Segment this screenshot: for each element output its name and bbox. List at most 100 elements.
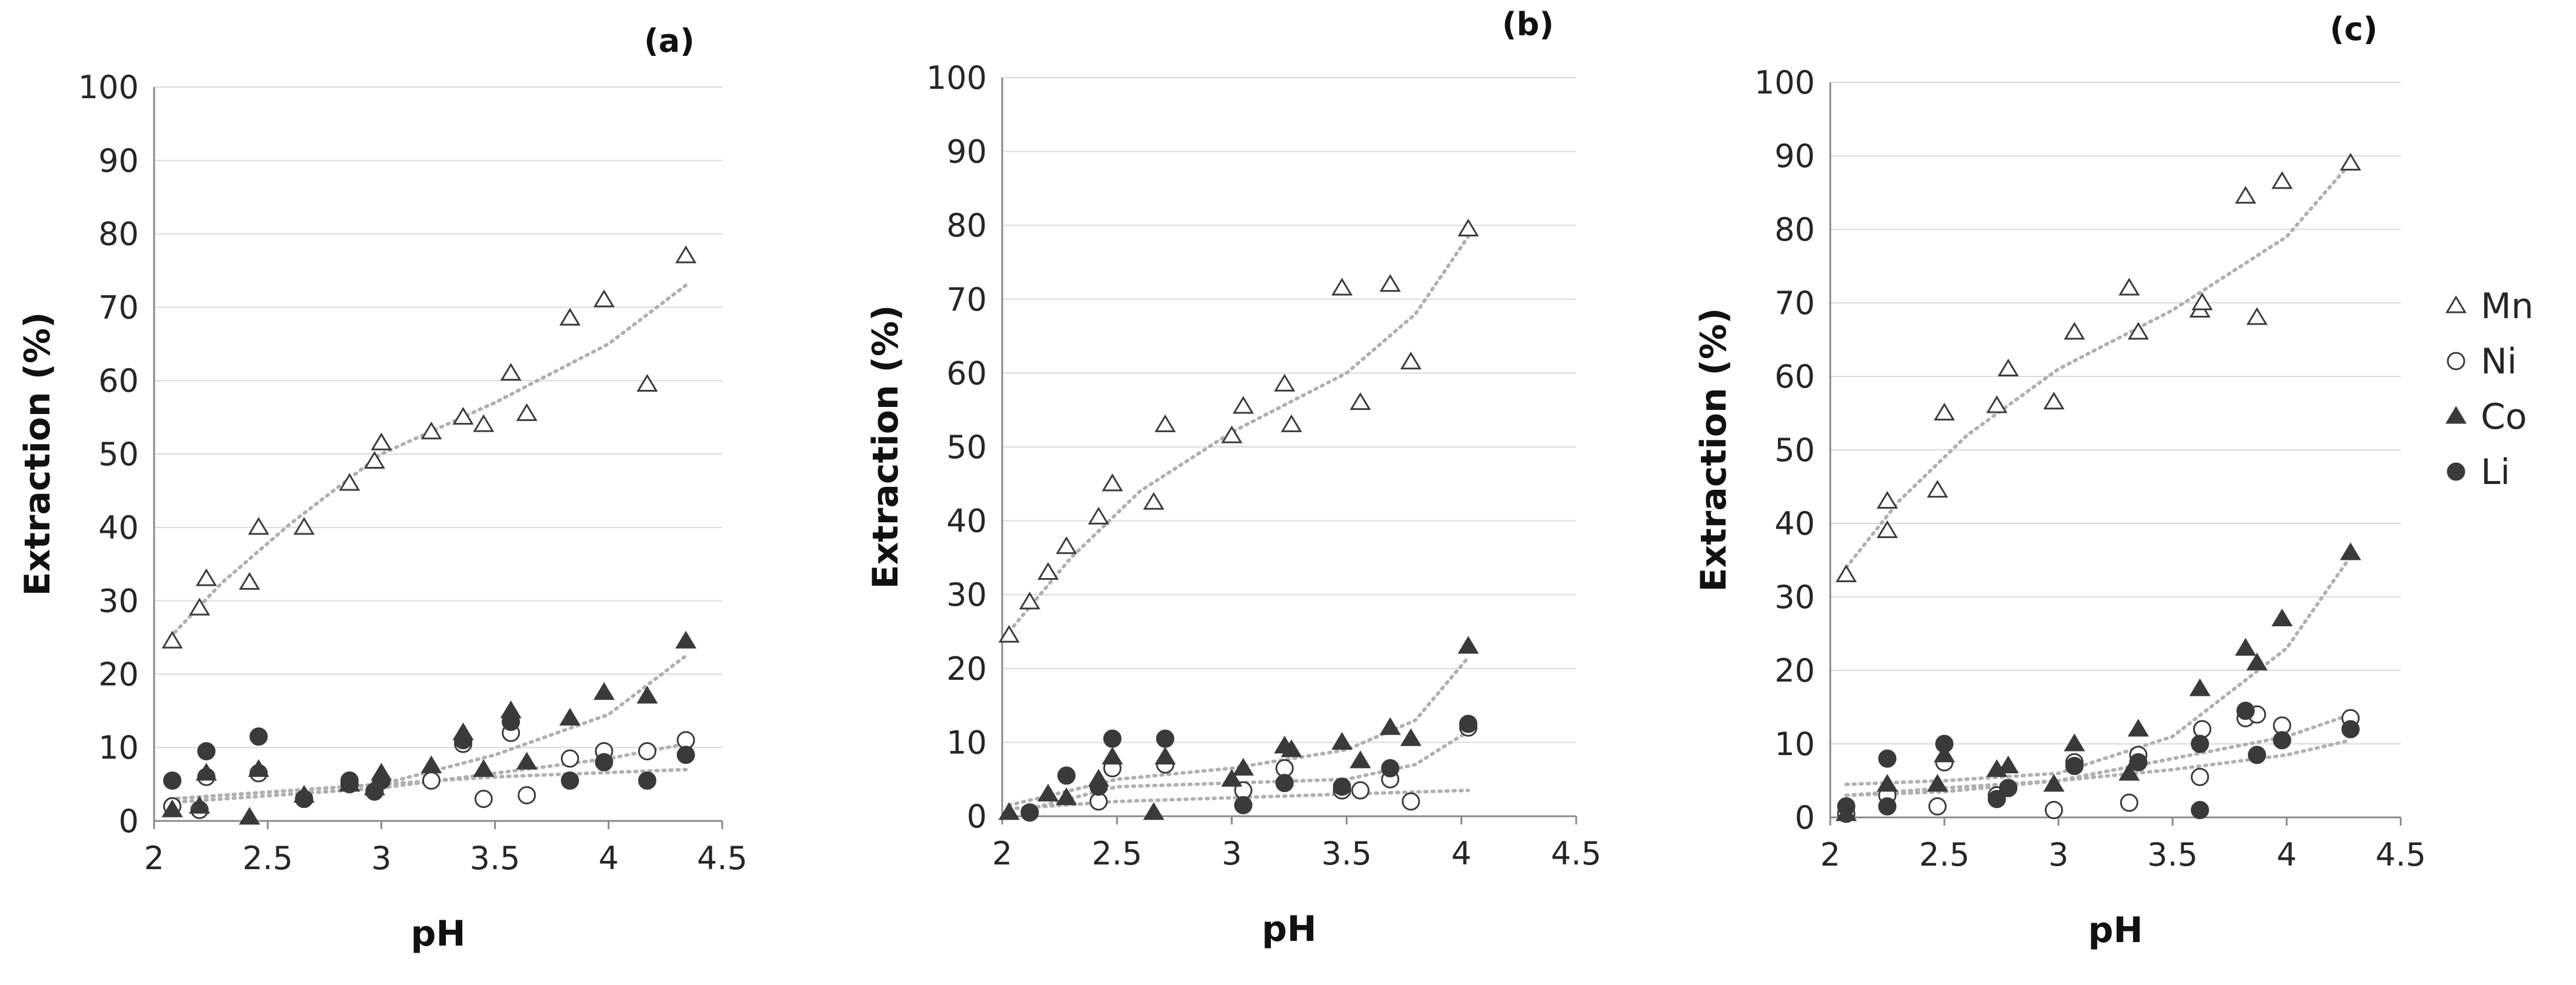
data-point-co bbox=[1876, 774, 1898, 792]
x-tick-label: 3 bbox=[1222, 835, 1242, 872]
data-point-li bbox=[1089, 777, 1108, 796]
x-tick-label: 2 bbox=[992, 835, 1012, 872]
x-tick-label: 4 bbox=[2277, 836, 2297, 873]
y-tick-label: 50 bbox=[1774, 432, 1815, 469]
data-point-co bbox=[2189, 678, 2211, 696]
y-tick-label: 0 bbox=[967, 798, 987, 835]
y-tick-label: 30 bbox=[1774, 579, 1815, 616]
data-point-li bbox=[2191, 801, 2210, 819]
data-point-mn bbox=[500, 363, 522, 381]
data-point-ni bbox=[2120, 793, 2138, 812]
data-point-co bbox=[998, 802, 1020, 820]
y-tick-label: 20 bbox=[98, 656, 139, 693]
y-tick-label: 90 bbox=[946, 133, 987, 171]
data-point-li bbox=[1156, 729, 1174, 748]
data-point-co bbox=[1997, 755, 2019, 774]
chart-panel-2: 0 10 20 30 40 50 60 70 80 90 100 2 2.5 3 3.5 4 4.5 pH Extr… bbox=[865, 6, 1601, 950]
data-point-mn bbox=[1400, 351, 1422, 370]
data-point-mn bbox=[2235, 186, 2257, 204]
chart-panel-3: 0 10 20 30 40 50 60 70 80 90 100 2 2.5 3 3.5 4 4.5 pH Extr… bbox=[1693, 11, 2426, 951]
x-tick-label: 2 bbox=[144, 840, 164, 877]
y-tick-label: 70 bbox=[946, 281, 987, 318]
trendline-mn bbox=[1007, 235, 1470, 633]
data-point-li bbox=[676, 746, 695, 764]
y-axis-title: Extraction (%) bbox=[17, 312, 58, 596]
data-point-mn bbox=[1037, 562, 1059, 580]
legend-marker-mn bbox=[2445, 295, 2467, 313]
data-point-ni bbox=[422, 771, 441, 790]
x-tick-label: 3 bbox=[2048, 836, 2068, 873]
trendline-ni bbox=[1007, 789, 1470, 811]
data-point-li bbox=[1935, 734, 1954, 753]
data-point-co bbox=[1927, 774, 1948, 792]
data-point-mn bbox=[2043, 392, 2065, 410]
data-point-li bbox=[2191, 734, 2210, 753]
y-axis-title: Extraction (%) bbox=[1693, 308, 1734, 592]
data-point-ni bbox=[1402, 792, 1420, 811]
legend-marker-ni bbox=[2447, 352, 2465, 370]
data-point-mn bbox=[1056, 536, 1077, 555]
x-tick-label: 3.5 bbox=[1322, 835, 1372, 872]
y-tick-label: 40 bbox=[946, 503, 987, 540]
data-point-ni bbox=[1351, 781, 1370, 800]
y-tick-label: 60 bbox=[1774, 358, 1815, 395]
trendline-li bbox=[1844, 738, 2353, 797]
data-point-co bbox=[1400, 728, 1422, 746]
data-point-li bbox=[2065, 757, 2084, 775]
data-point-co bbox=[1933, 744, 1956, 763]
data-point-co bbox=[195, 763, 217, 781]
data-point-co bbox=[2064, 733, 2086, 752]
y-tick-label: 10 bbox=[946, 724, 987, 761]
data-point-li bbox=[454, 731, 473, 750]
data-point-mn bbox=[1997, 358, 2019, 377]
data-point-mn bbox=[293, 517, 315, 535]
data-point-ni bbox=[638, 742, 656, 760]
panel-label: (b) bbox=[1502, 6, 1554, 43]
y-tick-label: 100 bbox=[1754, 64, 1815, 101]
data-point-li bbox=[1459, 714, 1478, 733]
data-point-li bbox=[1837, 797, 1856, 816]
data-point-ni bbox=[1928, 797, 1947, 816]
data-point-li bbox=[1987, 790, 2006, 809]
x-tick-label: 2.5 bbox=[1919, 836, 1970, 873]
data-point-mn bbox=[1154, 414, 1176, 432]
x-tick-label: 4 bbox=[599, 840, 619, 877]
y-tick-label: 70 bbox=[1774, 285, 1815, 322]
data-point-li bbox=[1878, 797, 1897, 816]
panel-label: (c) bbox=[2330, 11, 2377, 48]
data-point-mn bbox=[1102, 473, 1123, 492]
y-tick-label: 80 bbox=[1774, 211, 1815, 248]
data-point-co bbox=[593, 682, 615, 700]
data-point-mn bbox=[239, 572, 261, 590]
data-point-li bbox=[1057, 766, 1076, 785]
data-point-mn bbox=[593, 289, 615, 308]
data-point-mn bbox=[2271, 171, 2293, 189]
y-tick-label: 30 bbox=[946, 576, 987, 613]
data-point-co bbox=[1349, 750, 1372, 769]
y-tick-label: 60 bbox=[946, 355, 987, 392]
data-point-mn bbox=[195, 568, 217, 586]
x-axis-title: pH bbox=[2088, 910, 2143, 951]
x-tick-label: 4.5 bbox=[2375, 836, 2426, 873]
data-point-li bbox=[163, 771, 182, 790]
data-point-co bbox=[675, 630, 697, 649]
data-point-li bbox=[1275, 773, 1294, 792]
data-point-co bbox=[1280, 739, 1302, 757]
data-point-li bbox=[1381, 759, 1400, 777]
data-point-mn bbox=[675, 245, 697, 263]
data-point-co bbox=[636, 686, 658, 704]
data-point-ni bbox=[2193, 720, 2211, 739]
trendline-ni bbox=[168, 742, 688, 804]
data-point-co bbox=[1056, 787, 1077, 806]
data-point-co bbox=[1154, 746, 1176, 765]
data-point-co bbox=[1331, 732, 1353, 750]
y-tick-label: 70 bbox=[98, 289, 139, 326]
data-point-li bbox=[1234, 796, 1253, 814]
data-point-co bbox=[1102, 746, 1123, 765]
y-tick-label: 100 bbox=[926, 59, 987, 96]
data-point-mn bbox=[1280, 414, 1302, 432]
data-point-li bbox=[1999, 779, 2018, 797]
y-tick-label: 30 bbox=[98, 583, 139, 620]
chart-panel-1: 0 10 20 30 40 50 60 70 80 90 100 2 2.5 3 3.5 4 4.5 pH Extr… bbox=[17, 22, 748, 954]
data-point-mn bbox=[1876, 520, 1898, 539]
